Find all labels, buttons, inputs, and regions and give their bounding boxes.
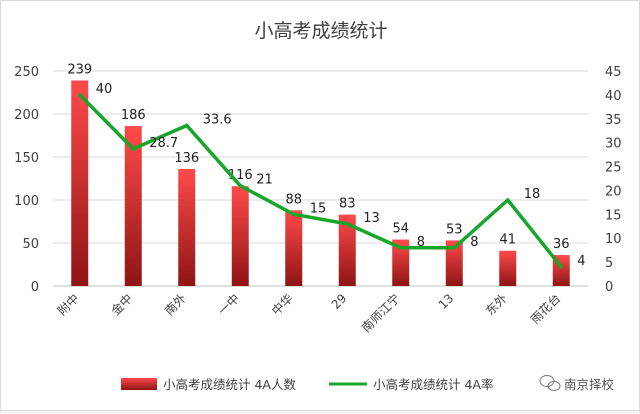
y-axis-left: 0 50 100 150 200 250: [14, 65, 39, 295]
x-tick-label: 南师江宁: [358, 291, 403, 336]
y-axis-right: 0 5 10 15 20 25 30 35 40 45: [605, 65, 622, 295]
line-point: [505, 198, 510, 202]
line-data-label: 18: [524, 187, 541, 202]
bar-data-label: 54: [392, 222, 409, 237]
bar-data-label: 88: [285, 192, 302, 207]
y-left-tick-label: 50: [22, 237, 39, 252]
line-point: [345, 222, 350, 226]
bar-data-label: 53: [446, 222, 463, 237]
line-data-label: 8: [417, 235, 425, 250]
watermark: 南京择校: [539, 375, 615, 392]
bar-data-label: 41: [499, 233, 516, 248]
line-data-label: 4: [577, 254, 585, 269]
bar: [338, 214, 356, 286]
bar-data-label: 83: [339, 197, 356, 212]
line-point: [184, 123, 189, 128]
y-right-tick-label: 35: [605, 113, 622, 128]
y-left-tick-label: 200: [14, 108, 39, 123]
legend-line-label: 小高考成绩统计 4A率: [373, 377, 493, 392]
line-data-label: 28.7: [149, 136, 178, 151]
y-left-tick-label: 100: [14, 194, 39, 209]
line-point: [452, 245, 457, 250]
bar-data-label: 186: [121, 108, 146, 123]
bar: [71, 80, 89, 287]
x-tick-label: 东外: [483, 291, 510, 318]
bar-data-label: 136: [174, 151, 199, 166]
x-tick-label: 雨花台: [527, 291, 563, 327]
x-tick-label: 南外: [161, 291, 189, 319]
bar: [178, 169, 196, 286]
line-data-label: 21: [256, 173, 273, 188]
x-tick-label: 一中: [215, 291, 243, 319]
line-data-label: 33.6: [203, 112, 232, 127]
y-right-tick-label: 30: [605, 137, 622, 152]
line-point: [238, 183, 243, 188]
rate-line: [78, 93, 563, 268]
line-point: [131, 147, 136, 151]
y-right-tick-label: 25: [605, 161, 622, 176]
x-axis-labels: 附中 金中 南外 一中 中华 29 南师江宁 13 东外 雨花台: [54, 291, 563, 336]
y-right-tick-label: 40: [605, 89, 622, 104]
x-tick-label: 中华: [268, 291, 296, 319]
y-right-tick-label: 5: [605, 256, 613, 271]
wechat-bubble-icon: [539, 375, 561, 391]
chart-title: 小高考成绩统计: [254, 20, 387, 42]
y-right-tick-label: 20: [605, 184, 622, 199]
y-left-tick-label: 150: [14, 151, 39, 166]
x-tick-label: 附中: [54, 291, 82, 319]
y-right-tick-label: 0: [605, 280, 613, 295]
line-data-label: 40: [96, 82, 113, 97]
y-right-tick-label: 15: [605, 208, 622, 223]
watermark-text: 南京择校: [564, 377, 615, 392]
line-point: [398, 245, 403, 250]
line-data-label: 15: [310, 201, 327, 216]
line-point: [291, 212, 296, 217]
bar: [285, 210, 303, 286]
y-left-tick-label: 0: [31, 280, 39, 295]
y-right-tick-label: 10: [605, 232, 622, 247]
bar: [445, 240, 463, 286]
x-tick-label: 金中: [108, 291, 136, 319]
y-right-tick-label: 45: [605, 65, 622, 80]
line-point: [559, 265, 564, 269]
x-tick-label: 13: [436, 291, 457, 312]
bar-data-label: 36: [553, 237, 570, 252]
bar: [499, 250, 517, 286]
bar: [124, 126, 142, 286]
line-point: [77, 93, 82, 97]
bar: [392, 239, 410, 286]
line-data-label: 8: [470, 235, 478, 250]
x-tick-label: 29: [329, 291, 350, 312]
bar: [231, 186, 249, 286]
bar-data-label: 239: [67, 62, 92, 77]
gridlines: [53, 70, 588, 244]
legend-bar-swatch: [121, 378, 157, 390]
legend: 小高考成绩统计 4A人数 小高考成绩统计 4A率: [121, 377, 493, 392]
line-data-label: 13: [363, 211, 380, 226]
legend-bar-label: 小高考成绩统计 4A人数: [163, 377, 296, 392]
y-left-tick-label: 250: [14, 65, 39, 80]
